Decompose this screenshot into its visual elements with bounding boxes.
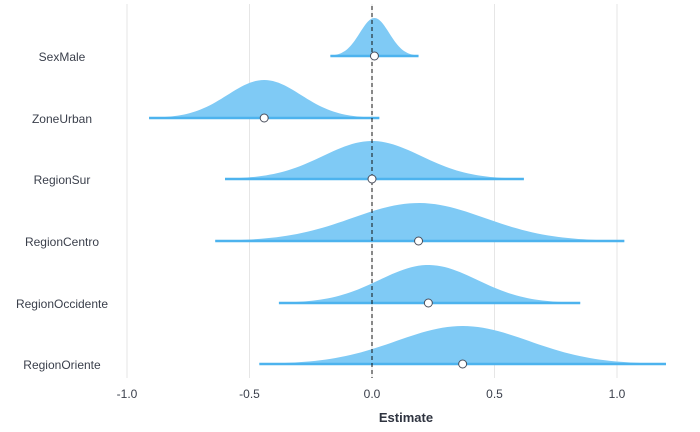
y-tick-label-RegionCentro: RegionCentro	[25, 235, 99, 249]
x-tick-label-3: 0.5	[486, 387, 503, 401]
distribution-marks	[149, 18, 666, 366]
y-tick-labels: SexMale ZoneUrban RegionSur RegionCentro Reg…	[16, 50, 108, 372]
point-RegionOriente	[458, 359, 468, 369]
x-axis-title: Estimate	[379, 410, 433, 425]
x-tick-label-4: 1.0	[609, 387, 626, 401]
density-ZoneUrban	[149, 80, 380, 118]
x-tick-label-2: 0.0	[364, 387, 381, 401]
y-tick-label-RegionOriente: RegionOriente	[23, 358, 101, 372]
density-RegionOccidente	[278, 265, 581, 303]
x-tick-labels: -1.0 -0.5 0.0 0.5 1.0	[117, 387, 626, 401]
x-tick-label-1: -0.5	[239, 387, 260, 401]
y-tick-label-SexMale: SexMale	[39, 50, 86, 64]
x-tick-label-0: -1.0	[117, 387, 138, 401]
density-RegionCentro	[215, 203, 625, 241]
density-RegionOriente	[259, 326, 666, 364]
point-ZoneUrban	[259, 113, 269, 123]
y-tick-label-RegionSur: RegionSur	[34, 173, 91, 187]
point-RegionCentro	[414, 236, 424, 246]
estimate-points	[259, 51, 468, 369]
density-SexMale	[330, 18, 419, 56]
density-RegionSur	[225, 141, 524, 179]
point-RegionOccidente	[423, 298, 433, 308]
point-SexMale	[369, 51, 379, 61]
y-tick-label-ZoneUrban: ZoneUrban	[32, 112, 92, 126]
point-RegionSur	[367, 174, 377, 184]
y-tick-label-RegionOccidente: RegionOccidente	[16, 297, 108, 311]
